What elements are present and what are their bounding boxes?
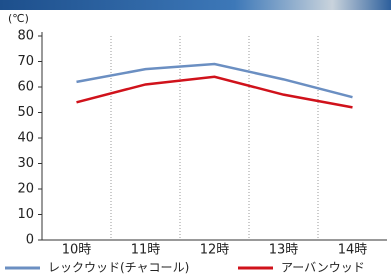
- header-image: [0, 0, 391, 10]
- y-tick-label: 60: [17, 80, 34, 95]
- y-tick-label: 50: [17, 105, 34, 120]
- y-tick-label: 80: [17, 29, 34, 44]
- x-tick-label: 14時: [338, 243, 368, 258]
- y-tick-label: 40: [17, 131, 34, 146]
- legend-label: レックウッド(チャコール): [48, 261, 189, 275]
- x-tick-label: 11時: [131, 243, 161, 258]
- x-tick-label: 10時: [62, 243, 92, 258]
- x-tick-label: 13時: [269, 243, 299, 258]
- y-tick-label: 10: [17, 207, 34, 222]
- legend-label: アーバンウッド: [281, 261, 365, 275]
- chart: (℃) 0 10 20 30 40 50 60 70 80 10時 11時 12時 13時 14時レックウ…: [0, 0, 391, 280]
- y-tick-label: 70: [17, 54, 34, 69]
- x-tick-label: 12時: [200, 243, 230, 258]
- y-tick-label: 30: [17, 156, 34, 171]
- y-unit-label: (℃): [8, 12, 29, 25]
- data-line: [77, 77, 353, 108]
- y-tick-label: 0: [26, 233, 34, 248]
- y-tick-label: 20: [17, 182, 34, 197]
